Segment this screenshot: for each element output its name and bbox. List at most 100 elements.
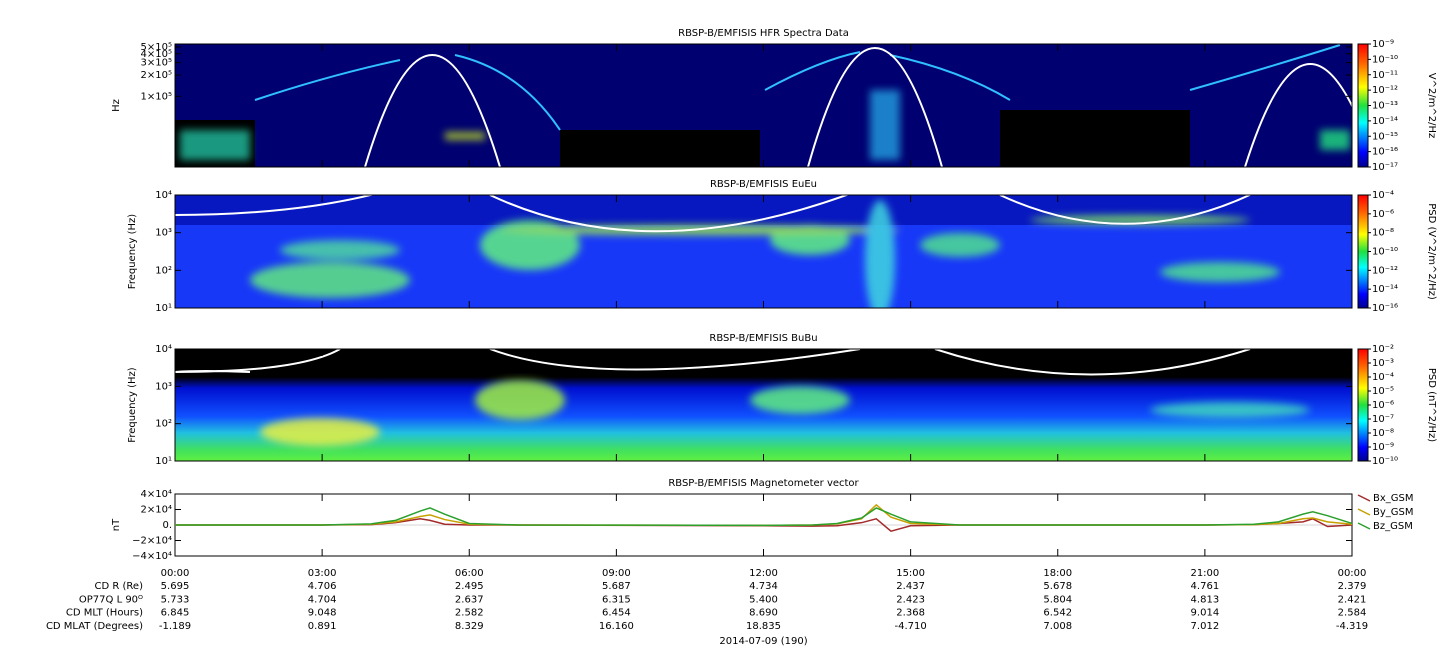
y-tick-label: −2×10⁴ bbox=[132, 536, 172, 547]
ephemeris-value: 9.014 bbox=[1191, 608, 1220, 619]
ephemeris-value: 4.813 bbox=[1191, 594, 1220, 605]
ephemeris-value: 2.421 bbox=[1338, 594, 1367, 605]
legend-swatch bbox=[1357, 494, 1371, 502]
ephemeris-value: 6.315 bbox=[602, 594, 631, 605]
legend-swatch bbox=[1357, 522, 1371, 530]
ephemeris-value: 5.733 bbox=[161, 594, 190, 605]
ephemeris-value: -4.710 bbox=[895, 621, 927, 632]
x-tick-label: 21:00 bbox=[1190, 568, 1219, 579]
colorbars bbox=[1358, 44, 1368, 461]
colorbar-label: V^2/m^2/Hz bbox=[1426, 73, 1437, 139]
spectrogram-image bbox=[175, 349, 1352, 461]
colorbar-tick-label: 10⁻² bbox=[1372, 344, 1394, 355]
ephemeris-row-label: CD R (Re) bbox=[95, 581, 144, 592]
y-tick-label: 2×10⁴ bbox=[141, 505, 172, 516]
colorbar-tick-label: 10⁻³ bbox=[1372, 358, 1394, 369]
ephemeris-row-label: CD MLT (Hours) bbox=[66, 608, 143, 619]
y-tick-label: 10² bbox=[155, 265, 172, 276]
ephemeris-value: 5.678 bbox=[1043, 581, 1072, 592]
colorbar-tick-label: 10⁻⁶ bbox=[1372, 400, 1394, 411]
ephemeris-value: 16.160 bbox=[599, 621, 634, 632]
ephemeris-value: 4.704 bbox=[308, 594, 337, 605]
legend-swatch bbox=[1357, 508, 1371, 516]
colorbar-tick-label: 10⁻⁹ bbox=[1372, 39, 1394, 50]
colorbar-tick-label: 10⁻¹⁶ bbox=[1372, 147, 1398, 158]
y-tick-label: 10⁴ bbox=[155, 344, 172, 355]
y-tick-label: 10¹ bbox=[155, 303, 172, 314]
colorbar-tick-label: 10⁻¹⁰ bbox=[1372, 456, 1398, 467]
y-tick-label: −4×10⁴ bbox=[132, 551, 172, 562]
colorbar-label: PSD (V^2/m^2/Hz) bbox=[1426, 203, 1437, 300]
x-tick-label: 09:00 bbox=[602, 568, 631, 579]
colorbar-tick-label: 10⁻⁴ bbox=[1372, 190, 1394, 201]
y-tick-label: 10³ bbox=[155, 228, 172, 239]
ephemeris-value: 7.008 bbox=[1043, 621, 1072, 632]
colorbar-tick-label: 10⁻¹⁰ bbox=[1372, 247, 1398, 258]
x-tick-label: 00:00 bbox=[1338, 568, 1367, 579]
panel-title: RBSP-B/EMFISIS BuBu bbox=[709, 333, 817, 344]
ephemeris-row-label: OP77Q L 90ᴼ bbox=[79, 594, 143, 605]
panel-title: RBSP-B/EMFISIS HFR Spectra Data bbox=[678, 28, 849, 39]
ephemeris-value: 18.835 bbox=[746, 621, 781, 632]
x-tick-label: 03:00 bbox=[308, 568, 337, 579]
y-axis-label: Frequency (Hz) bbox=[127, 367, 138, 443]
colorbar-tick-label: 10⁻⁸ bbox=[1372, 228, 1394, 239]
colorbar-tick-label: 10⁻⁹ bbox=[1372, 442, 1394, 453]
colorbar-tick-label: 10⁻⁸ bbox=[1372, 428, 1394, 439]
y-tick-label: 5×10⁵ bbox=[141, 42, 172, 53]
colorbar-tick-label: 10⁻⁶ bbox=[1372, 209, 1394, 220]
ephemeris-value: 4.761 bbox=[1191, 581, 1220, 592]
ephemeris-value: 2.495 bbox=[455, 581, 484, 592]
colorbar-tick-label: 10⁻¹² bbox=[1372, 265, 1398, 276]
plot-layer: RBSP-B/EMFISIS HFR Spectra Data Hz 1×10⁵ 2×… bbox=[46, 28, 1437, 647]
legend-label: By_GSM bbox=[1373, 507, 1414, 518]
y-tick-label: 3×10⁵ bbox=[141, 58, 172, 69]
y-tick-label: 0. bbox=[162, 520, 172, 531]
x-tick-label: 00:00 bbox=[161, 568, 190, 579]
y-tick-label: 1×10⁵ bbox=[141, 91, 172, 102]
ephemeris-value: 7.012 bbox=[1191, 621, 1220, 632]
colorbar-tick-label: 10⁻⁵ bbox=[1372, 386, 1394, 397]
ephemeris-value: 2.584 bbox=[1338, 608, 1367, 619]
y-axis-label: Hz bbox=[111, 99, 122, 112]
y-tick-label: 10³ bbox=[155, 381, 172, 392]
x-tick-label: 12:00 bbox=[749, 568, 778, 579]
date-label: 2014-07-09 (190) bbox=[719, 636, 807, 647]
ephemeris-value: 6.845 bbox=[161, 608, 190, 619]
y-tick-label: 10² bbox=[155, 419, 172, 430]
ephemeris-value: 5.687 bbox=[602, 581, 631, 592]
ephemeris-row-label: CD MLAT (Degrees) bbox=[46, 621, 143, 632]
colorbar-tick-label: 10⁻¹⁶ bbox=[1372, 303, 1398, 314]
colorbar-label: PSD (nT^2/Hz) bbox=[1426, 368, 1437, 442]
ephemeris-value: 0.891 bbox=[308, 621, 337, 632]
data-line bbox=[175, 507, 1353, 527]
y-tick-label: 4×10⁵ bbox=[141, 49, 172, 60]
spectrogram-image bbox=[175, 195, 1352, 308]
ephemeris-value: -1.189 bbox=[159, 621, 191, 632]
y-tick-label: 10¹ bbox=[155, 456, 172, 467]
y-axis-label: Frequency (Hz) bbox=[127, 214, 138, 290]
x-tick-label: 18:00 bbox=[1043, 568, 1072, 579]
x-tick-label: 06:00 bbox=[455, 568, 484, 579]
colorbar-tick-label: 10⁻¹⁵ bbox=[1372, 131, 1398, 142]
ephemeris-value: 4.706 bbox=[308, 581, 337, 592]
spectrogram-image bbox=[175, 44, 1352, 167]
ephemeris-value: 9.048 bbox=[308, 608, 337, 619]
ephemeris-value: 6.454 bbox=[602, 608, 631, 619]
colorbar-tick-label: 10⁻¹³ bbox=[1372, 101, 1398, 112]
colorbar-tick-label: 10⁻⁴ bbox=[1372, 372, 1394, 383]
colorbar-tick-label: 10⁻¹¹ bbox=[1372, 70, 1398, 81]
ephemeris-value: 2.437 bbox=[896, 581, 925, 592]
ephemeris-value: 5.804 bbox=[1043, 594, 1072, 605]
colorbar-tick-label: 10⁻⁷ bbox=[1372, 414, 1394, 425]
colorbar-tick-label: 10⁻¹⁰ bbox=[1372, 54, 1398, 65]
ephemeris-value: 2.637 bbox=[455, 594, 484, 605]
colorbar-tick-label: 10⁻¹⁴ bbox=[1372, 284, 1398, 295]
colorbar-tick-label: 10⁻¹² bbox=[1372, 85, 1398, 96]
ephemeris-value: 2.379 bbox=[1338, 581, 1367, 592]
colorbar-tick-label: 10⁻¹⁴ bbox=[1372, 116, 1398, 127]
y-tick-label: 4×10⁴ bbox=[141, 489, 172, 500]
ephemeris-value: 8.690 bbox=[749, 608, 778, 619]
ephemeris-value: -4.319 bbox=[1336, 621, 1368, 632]
legend-label: Bz_GSM bbox=[1373, 521, 1413, 532]
